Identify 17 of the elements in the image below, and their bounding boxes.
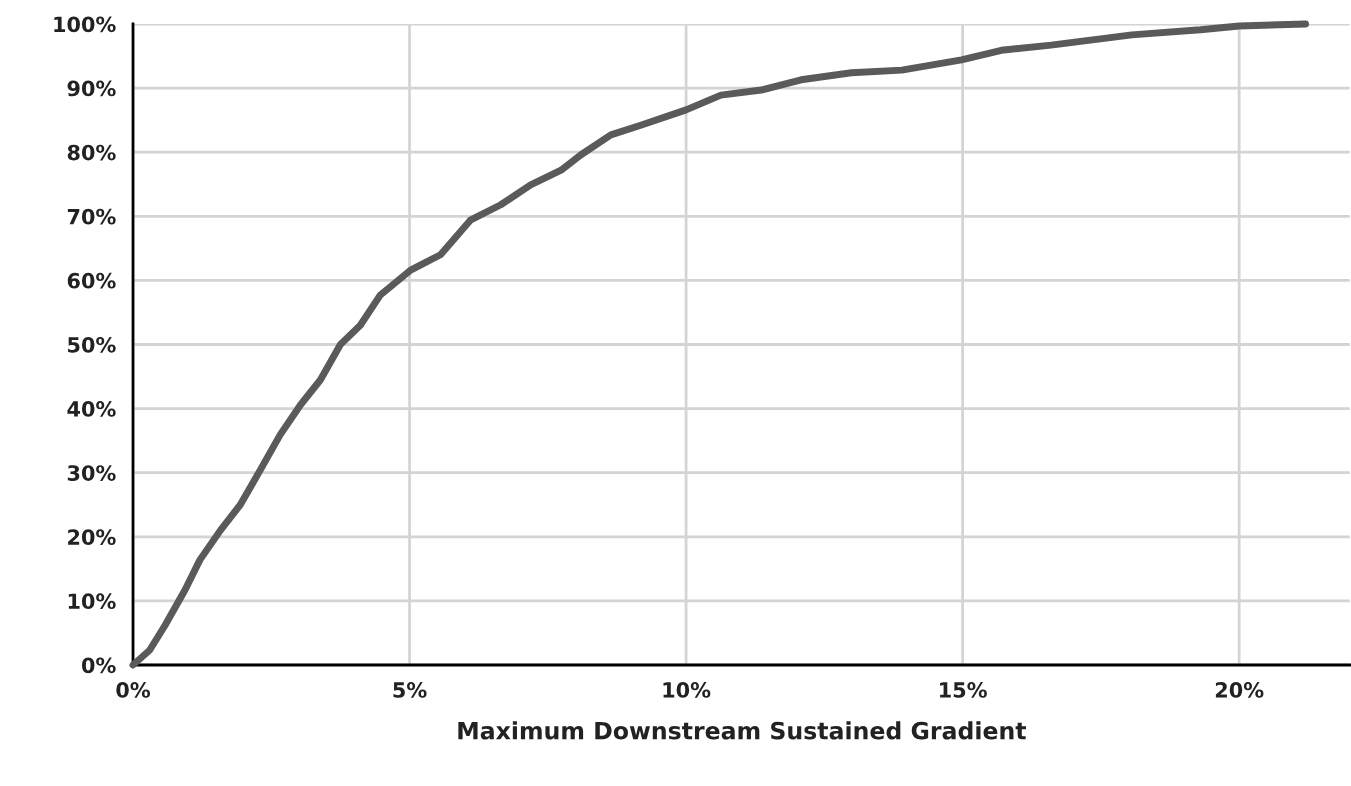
- y-tick-label: 100%: [54, 16, 116, 33]
- y-tick-label: 70%: [67, 208, 116, 225]
- y-tick-label: 30%: [67, 465, 116, 481]
- y-tick-label: 80%: [67, 144, 116, 161]
- y-tick-label: 40%: [67, 401, 116, 417]
- y-tick-label: 20%: [68, 529, 116, 546]
- y-tick-label: 10%: [68, 593, 116, 610]
- x-tick-label: 20%: [1215, 682, 1264, 698]
- y-tick-label: 50%: [68, 336, 116, 353]
- x-tick-label: 15%: [940, 682, 987, 698]
- x-tick-label: 10%: [663, 682, 711, 698]
- x-tick-label: 5%: [393, 682, 427, 698]
- y-tick-label: 60%: [67, 272, 116, 289]
- x-axis-title: Maximum Downstream Sustained Gradient: [458, 721, 1027, 740]
- x-tick-label: 0%: [116, 682, 151, 698]
- y-tick-label: 0%: [81, 657, 116, 674]
- y-tick-label: 90%: [67, 80, 116, 97]
